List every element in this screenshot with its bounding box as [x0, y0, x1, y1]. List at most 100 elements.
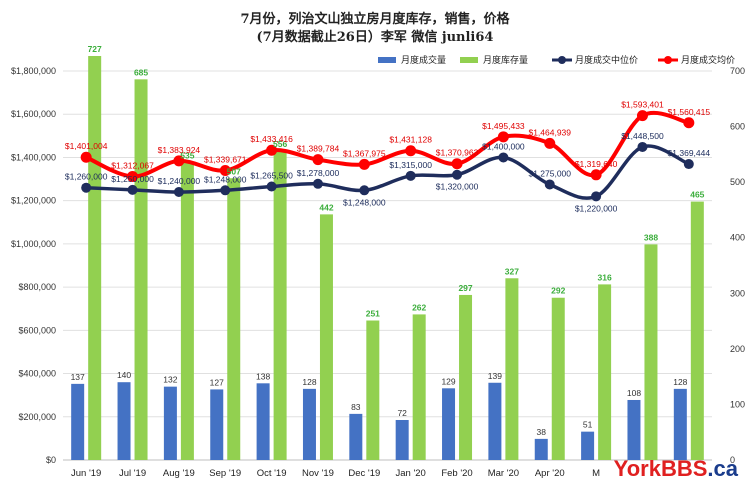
- median-price-label: $1,278,000: [297, 168, 340, 178]
- x-tick-label: Dec '19: [348, 468, 380, 479]
- median-price-point: [220, 185, 231, 196]
- left-tick-label: $800,000: [18, 282, 56, 292]
- sales-bar: [71, 383, 85, 460]
- average-price-point: [636, 110, 648, 122]
- inventory-bar: [690, 201, 704, 461]
- sales-bar: [395, 419, 409, 460]
- inventory-bar-label: 262: [412, 302, 426, 312]
- sales-bar: [581, 431, 595, 460]
- median-price-point: [81, 182, 92, 193]
- inventory-bar-label: 535: [180, 151, 194, 161]
- sales-bar: [534, 438, 548, 460]
- legend: 月度成交量 月度库存量 月度成交中位价 月度成交均价: [378, 54, 735, 65]
- median-price-point: [498, 152, 509, 163]
- legend-label: 月度成交均价: [681, 54, 735, 65]
- left-tick-label: $400,000: [18, 369, 56, 379]
- legend-swatch: [378, 57, 396, 63]
- median-price-point: [452, 169, 463, 180]
- left-tick-label: $1,800,000: [11, 66, 56, 76]
- watermark-main: YorkBBS: [614, 456, 708, 481]
- sales-bar-label: 139: [488, 371, 502, 381]
- right-axis: 0 100 200 300 400 500 600 700: [730, 66, 745, 465]
- x-tick-label: Feb '20: [441, 468, 472, 479]
- right-tick-label: 300: [730, 288, 745, 298]
- right-tick-label: 400: [730, 233, 745, 243]
- average-price-point: [127, 170, 139, 182]
- inventory-bar: [366, 320, 380, 460]
- inventory-bar: [412, 314, 426, 460]
- sales-bar-label: 132: [163, 375, 177, 385]
- average-price-label: $1,433,416: [250, 134, 293, 144]
- median-price-point: [312, 178, 323, 189]
- inventory-bar-label: 316: [598, 272, 612, 282]
- left-tick-label: $1,400,000: [11, 152, 56, 162]
- inventory-bar-label: 556: [273, 139, 287, 149]
- legend-marker: [664, 56, 672, 64]
- sales-bar: [442, 388, 456, 460]
- data-labels: 137 727 140 685 132 535 127 507 138 556 128 442 83 25…: [65, 44, 710, 437]
- inventory-bar: [644, 244, 658, 460]
- left-tick-label: $1,200,000: [11, 196, 56, 206]
- inventory-bar: [319, 214, 333, 460]
- sales-bar: [302, 388, 316, 460]
- median-price-label: $1,248,000: [204, 174, 247, 184]
- inventory-bar: [134, 79, 148, 460]
- sales-bar: [163, 386, 177, 460]
- sales-bar: [673, 388, 687, 460]
- average-price-label: $1,495,433: [482, 121, 525, 131]
- median-price-point: [591, 191, 602, 202]
- average-price-label: $1,401,004: [65, 141, 108, 151]
- sales-bar-label: 51: [583, 420, 593, 430]
- median-price-point: [173, 187, 184, 198]
- x-tick-label: Oct '19: [257, 468, 287, 479]
- right-tick-label: 700: [730, 66, 745, 76]
- sales-bar-label: 128: [673, 377, 687, 387]
- sales-bar-label: 129: [441, 376, 455, 386]
- average-price-point: [451, 158, 463, 170]
- average-price-label: $1,370,963: [436, 148, 479, 158]
- inventory-bar: [505, 278, 519, 460]
- sales-bar-label: 138: [256, 371, 270, 381]
- average-price-label: $1,383,924: [158, 145, 201, 155]
- inventory-bar-label: 297: [458, 283, 472, 293]
- sales-bar-label: 38: [537, 427, 547, 437]
- x-tick-label: Aug '19: [163, 468, 195, 479]
- chart-subtitle: (7月数据截止26日）李军 微信 junli64: [257, 29, 494, 45]
- grid: [63, 70, 712, 461]
- left-axis: $0 $200,000 $400,000 $600,000 $800,000 $1,000…: [11, 66, 56, 465]
- average-price-label: $1,312,067: [111, 160, 154, 170]
- median-price-label: $1,315,000: [389, 160, 432, 170]
- legend-marker: [558, 56, 566, 64]
- inventory-bar: [273, 151, 287, 460]
- sales-bar-label: 72: [397, 408, 407, 418]
- median-price-label: $1,275,000: [528, 168, 571, 178]
- median-price-label: $1,369,444: [668, 148, 711, 158]
- sales-bar-label: 137: [71, 372, 85, 382]
- median-price-label: $1,250,000: [111, 174, 154, 184]
- average-price-point: [266, 144, 278, 156]
- inventory-bar-label: 292: [551, 286, 565, 296]
- legend-swatch: [460, 57, 478, 63]
- average-price-point: [544, 137, 556, 149]
- average-price-label: $1,339,671: [204, 154, 247, 164]
- right-tick-label: 600: [730, 122, 745, 132]
- median-price-point: [637, 141, 648, 152]
- watermark: YorkBBS.ca: [614, 456, 739, 481]
- x-tick-label: Sep '19: [209, 468, 241, 479]
- x-tick-label: M: [592, 468, 600, 479]
- x-tick-label: Jan '20: [396, 468, 426, 479]
- inventory-bar-label: 442: [319, 202, 333, 212]
- average-price-point: [497, 131, 509, 143]
- left-tick-label: $1,600,000: [11, 109, 56, 119]
- sales-bar: [210, 389, 224, 460]
- right-tick-label: 0: [730, 455, 735, 465]
- sales-bar: [256, 383, 270, 460]
- average-price-label: $1,367,975: [343, 148, 386, 158]
- inventory-bar: [227, 178, 241, 460]
- x-tick-label: Nov '19: [302, 468, 334, 479]
- lines: [80, 110, 695, 202]
- median-price-point: [359, 185, 370, 196]
- median-price-point: [127, 184, 138, 195]
- average-price-point: [80, 151, 92, 163]
